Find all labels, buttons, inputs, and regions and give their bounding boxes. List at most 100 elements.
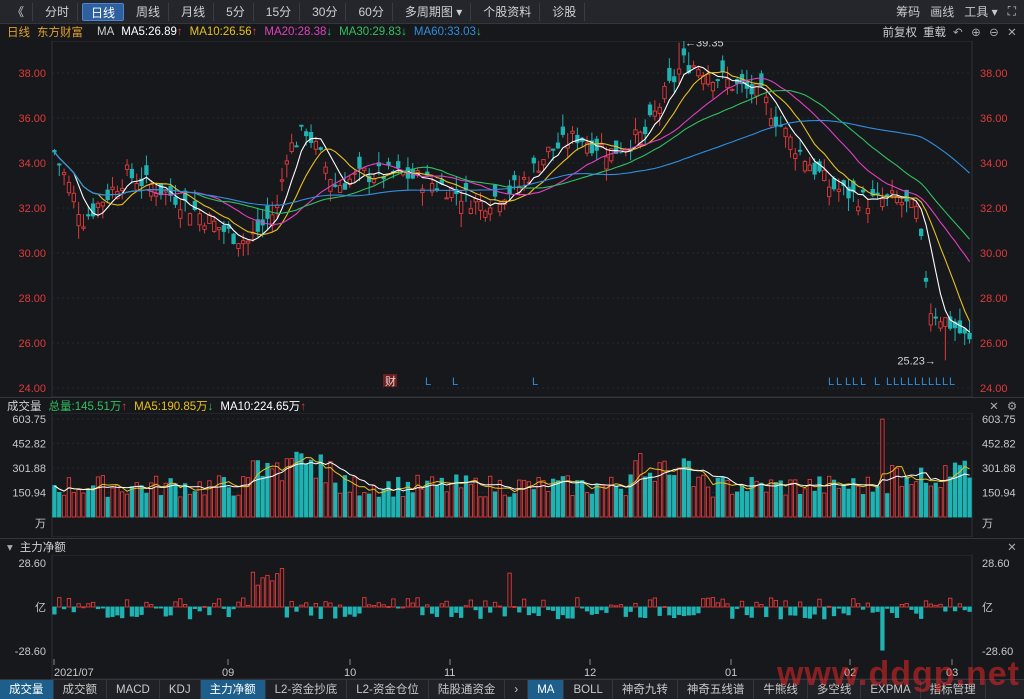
volume-bar xyxy=(357,495,362,518)
volume-bar xyxy=(759,482,764,518)
indicator-manager[interactable]: 指标管理 xyxy=(921,679,986,699)
candle-body xyxy=(459,200,464,214)
tab-magic-five[interactable]: 神奇五线谱 xyxy=(678,679,755,699)
toolbar-right: 筹码 画线 工具 ▾ ⛶ xyxy=(896,3,1024,20)
x-axis-label: 2021/07 xyxy=(54,667,94,679)
tab-bull-bear[interactable]: 牛熊线 xyxy=(754,679,808,699)
tab-magic-nine[interactable]: 神奇九转 xyxy=(613,679,678,699)
flow-y-tick-left: 28.60 xyxy=(18,558,46,570)
flow-bar xyxy=(463,605,469,608)
candle-body xyxy=(807,164,812,172)
tab-period-5min[interactable]: 5分 xyxy=(218,2,254,21)
tab-period-monthly[interactable]: 月线 xyxy=(173,2,215,21)
net-flow-chart[interactable]: 28.60 28.60 亿 亿 -28.60 -28.60 2021/07 09 10 11 12 0… xyxy=(0,555,1024,679)
tools-menu[interactable]: 工具 ▾ xyxy=(964,3,997,20)
volume-bar xyxy=(100,475,105,518)
back-button[interactable]: 《 xyxy=(4,2,34,21)
flow-bar xyxy=(187,606,193,620)
close-icon[interactable]: ✕ xyxy=(989,400,999,413)
candle-body xyxy=(71,192,76,203)
arrow-down-icon: ↓ xyxy=(475,26,482,38)
net-flow-title[interactable]: 主力净额 xyxy=(19,541,66,554)
flow-bar xyxy=(328,602,333,608)
candle-body xyxy=(139,178,144,187)
flow-bar xyxy=(759,604,764,608)
candle-body xyxy=(846,186,851,199)
volume-bar xyxy=(870,491,875,518)
candle-body xyxy=(657,106,662,114)
indicator-name[interactable]: MA xyxy=(97,26,115,38)
stock-info-button[interactable]: 个股资料 xyxy=(475,2,541,21)
high-price-label: ←39.35 xyxy=(685,41,724,50)
volume-bar xyxy=(962,460,967,518)
flow-bar xyxy=(323,601,328,608)
flow-bar xyxy=(793,606,798,616)
tab-period-60min[interactable]: 60分 xyxy=(350,2,393,21)
tab-period-intraday[interactable]: 分时 xyxy=(37,2,79,21)
candle-body xyxy=(676,68,682,75)
flow-bar xyxy=(410,602,415,608)
collapse-icon[interactable]: ▾ xyxy=(7,541,13,554)
draw-line-button[interactable]: 画线 xyxy=(930,5,955,19)
tab-expma[interactable]: EXPMA xyxy=(861,679,921,699)
arrow-up-icon: ↑ xyxy=(251,26,258,38)
volume-bar xyxy=(836,487,841,518)
tab-main-net-flow[interactable]: 主力净额 xyxy=(200,679,266,699)
undo-icon[interactable]: ↶ xyxy=(953,27,963,39)
tab-turnover[interactable]: 成交额 xyxy=(54,679,107,699)
tab-long-short[interactable]: 多空线 xyxy=(808,679,862,699)
candle-body xyxy=(943,317,948,327)
flow-y-tick-right: 亿 xyxy=(982,601,993,614)
chips-button[interactable]: 筹码 xyxy=(896,5,921,19)
volume-bar xyxy=(512,493,517,518)
candle-body xyxy=(643,126,648,135)
tab-period-daily[interactable]: 日线 xyxy=(82,2,125,21)
tab-kdj[interactable]: KDJ xyxy=(160,679,201,699)
zoom-in-icon[interactable]: ⊕ xyxy=(971,27,981,39)
candle-body xyxy=(91,203,96,217)
volume-chart[interactable]: 603.75 603.75 452.82 452.82 301.88 301.88 150.… xyxy=(0,413,1024,537)
volume-ma10-text: MA10:224.65万 xyxy=(220,400,301,413)
volume-bar xyxy=(333,482,338,518)
close-icon[interactable]: ✕ xyxy=(1007,27,1017,39)
volume-total-text: 总量:145.51万 xyxy=(48,400,122,413)
volume-bar xyxy=(938,487,943,518)
volume-bar xyxy=(95,476,101,518)
flow-bar xyxy=(555,606,561,620)
diagnose-button[interactable]: 诊股 xyxy=(544,2,586,21)
volume-bar xyxy=(831,479,837,518)
tab-l2-bottom-fishing[interactable]: L2-资金抄底 xyxy=(266,679,348,699)
tab-period-30min[interactable]: 30分 xyxy=(304,2,347,21)
reload-button[interactable]: 重载 xyxy=(923,27,946,39)
tab-boll[interactable]: BOLL xyxy=(564,679,613,699)
tab-l2-position[interactable]: L2-资金仓位 xyxy=(347,679,429,699)
flow-bar xyxy=(735,606,740,609)
tab-macd[interactable]: MACD xyxy=(107,679,160,699)
candle-body xyxy=(899,202,904,206)
adjust-button[interactable]: 前复权 xyxy=(882,27,918,39)
flow-bar xyxy=(434,606,440,617)
tab-volume[interactable]: 成交量 xyxy=(0,679,54,699)
volume-bar xyxy=(260,475,265,518)
close-icon[interactable]: ✕ xyxy=(1007,541,1017,554)
volume-bar xyxy=(129,486,135,518)
volume-bar xyxy=(386,481,391,518)
candlestick-chart[interactable]: 38.00 38.00 36.00 36.00 34.00 34.00 32.00 32.00… xyxy=(0,41,1024,397)
volume-title[interactable]: 成交量 xyxy=(7,400,42,413)
multi-period-dropdown[interactable]: 多周期图 ▾ xyxy=(397,2,472,21)
tab-ma[interactable]: MA xyxy=(528,679,565,699)
zoom-out-icon[interactable]: ⊖ xyxy=(989,27,999,39)
volume-bar xyxy=(725,479,730,518)
candle-body xyxy=(662,85,667,100)
y-tick-label-left: 38.00 xyxy=(18,68,46,80)
tab-period-15min[interactable]: 15分 xyxy=(258,2,301,21)
gear-icon[interactable]: ⚙ xyxy=(1006,400,1018,413)
volume-bar xyxy=(507,496,512,518)
fullscreen-icon[interactable]: ⛶ xyxy=(1007,4,1016,18)
candle-body xyxy=(120,187,125,192)
flow-bar xyxy=(672,606,677,619)
tab-northbound-flow[interactable]: 陆股通资金 xyxy=(429,679,506,699)
next-tabs-icon[interactable]: › xyxy=(505,679,529,699)
flow-bar xyxy=(178,598,183,608)
tab-period-weekly[interactable]: 周线 xyxy=(128,2,170,21)
